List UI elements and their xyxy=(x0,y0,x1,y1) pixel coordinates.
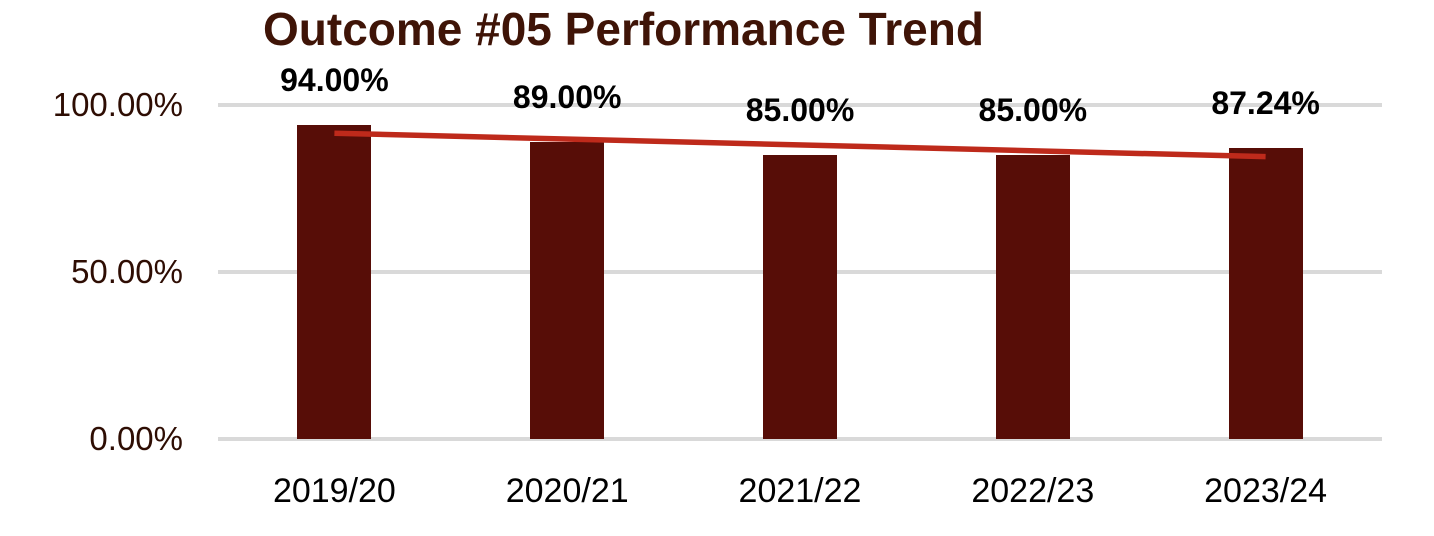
y-axis-tick-label: 50.00% xyxy=(71,253,183,290)
bar-data-label: 87.24% xyxy=(1211,84,1320,121)
y-axis-tick-label: 0.00% xyxy=(89,420,183,457)
x-axis-category-label: 2019/20 xyxy=(272,472,396,510)
bar-2020/21 xyxy=(530,141,605,439)
bar-data-label: 85.00% xyxy=(978,92,1088,129)
gridline xyxy=(218,103,1382,107)
bar-2019/20 xyxy=(297,125,372,439)
bar-data-label: 94.00% xyxy=(280,62,389,99)
bar-2023/24 xyxy=(1228,147,1303,439)
bar-data-label: 85.00% xyxy=(745,92,855,129)
bar-2021/22 xyxy=(763,155,837,439)
x-axis-category-label: 2022/23 xyxy=(971,472,1095,510)
bar-data-label: 89.00% xyxy=(512,78,622,115)
x-axis-category-label: 2020/21 xyxy=(505,472,629,510)
gridline xyxy=(218,437,1382,441)
chart-title: Outcome #05 Performance Trend xyxy=(263,3,984,55)
y-axis-tick-label: 100.00% xyxy=(52,86,183,123)
x-axis-category-label: 2023/24 xyxy=(1204,472,1328,510)
x-axis-category-label: 2021/22 xyxy=(738,472,862,510)
bar-2022/23 xyxy=(995,155,1070,439)
